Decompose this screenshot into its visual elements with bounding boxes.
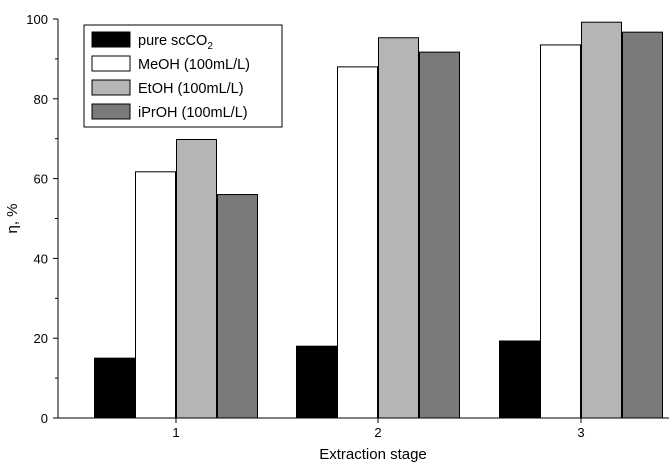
bar-pure-stage-1 [94,357,135,419]
x-ticks-group: 1 2 3 [172,418,585,440]
legend-label: MeOH (100mL/L) [138,57,250,73]
y-axis-title: η, % [4,203,21,233]
bar-iproh-stage-2 [419,51,460,419]
x-tick-label: 3 [577,425,584,440]
bar-meoh-stage-1 [135,171,176,419]
legend: pure scCO2 MeOH (100mL/L) EtOH (100mL/L) iP… [83,24,283,128]
bar-iproh-stage-3 [622,31,663,419]
y-ticks-group: 0 20 40 60 80 100 [26,12,58,426]
x-axis-title: Extraction stage [319,446,427,463]
legend-swatch [91,103,131,120]
y-tick-label: 60 [34,172,48,187]
y-tick-label: 80 [34,92,48,107]
bar-meoh-stage-2 [337,66,378,419]
y-tick-label: 0 [41,411,48,426]
bar-iproh-stage-1 [217,194,258,419]
legend-label: iPrOH (100mL/L) [138,105,248,121]
legend-label: pure scCO2 [138,33,213,52]
bars-group [94,21,663,419]
bar-meoh-stage-3 [540,44,581,419]
y-tick-label: 100 [26,12,48,27]
x-tick-label: 1 [172,425,179,440]
bar-pure-stage-3 [499,340,540,419]
bar-etoh-stage-1 [176,138,217,419]
legend-swatch [91,55,131,72]
bar-etoh-stage-2 [378,37,419,419]
x-tick-label: 2 [374,425,381,440]
y-tick-label: 20 [34,331,48,346]
bar-etoh-stage-3 [581,21,622,419]
legend-swatch [91,79,131,96]
legend-swatch [91,31,131,48]
y-tick-label: 40 [34,251,48,266]
bar-pure-stage-2 [296,345,337,419]
legend-label: EtOH (100mL/L) [138,81,244,97]
